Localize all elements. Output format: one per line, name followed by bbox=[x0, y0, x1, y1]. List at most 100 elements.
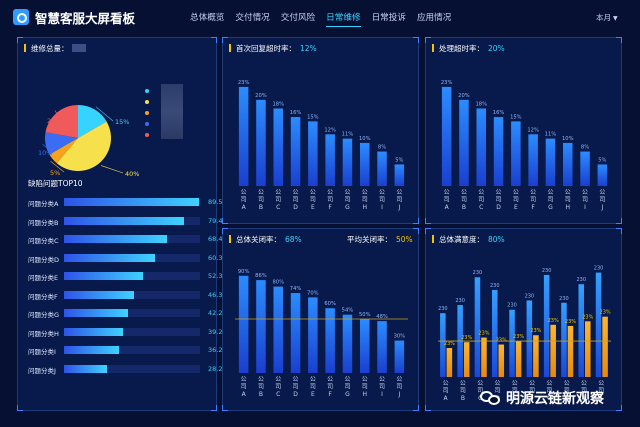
pie-slice bbox=[45, 132, 78, 155]
bar bbox=[377, 151, 387, 186]
bar-series-1 bbox=[509, 309, 515, 377]
bar bbox=[290, 293, 301, 373]
maintenance-title-label: 维修总量： bbox=[31, 44, 69, 53]
x-tick-label: 公司 G bbox=[547, 189, 553, 211]
bar-series-1 bbox=[526, 300, 533, 377]
bar-value-label: 230 bbox=[507, 303, 517, 309]
bar-series-1 bbox=[440, 313, 446, 377]
x-tick-label: 公司 A bbox=[443, 380, 449, 402]
bar-value-label: 8% bbox=[378, 145, 386, 151]
top10-label: 问题分类B bbox=[28, 218, 59, 227]
x-tick-label: 公司 C bbox=[275, 376, 281, 398]
bar bbox=[562, 142, 573, 186]
bar-value-label: 230 bbox=[559, 296, 569, 302]
close-rate-title-label: 总体关闭率： bbox=[236, 235, 281, 244]
top10-row: 问题分类J 28.20% bbox=[28, 364, 233, 375]
bar bbox=[476, 108, 487, 186]
x-tick-label: 公司 I bbox=[582, 189, 588, 211]
top10-label: 问题分类C bbox=[28, 237, 59, 245]
bar-value-label: 74% bbox=[290, 286, 302, 292]
bar-value-label: 230 bbox=[525, 293, 535, 299]
bar-value-label: 30% bbox=[394, 334, 406, 340]
processing-value: 20% bbox=[488, 44, 505, 53]
bar bbox=[493, 117, 504, 186]
nav-tab-delivery-risk[interactable]: 交付风险 bbox=[280, 13, 316, 23]
watermark: 明源云链新观察 bbox=[480, 388, 604, 408]
legend-dot-1 bbox=[145, 89, 149, 93]
top10-bar bbox=[64, 216, 185, 225]
bar-value-label: 23% bbox=[461, 335, 472, 341]
top10-bar bbox=[64, 198, 200, 206]
x-tick-label: 公司 G bbox=[344, 376, 350, 398]
bar-value-label: 16% bbox=[493, 110, 505, 116]
top10-bar bbox=[64, 346, 119, 354]
nav-tab-app-usage[interactable]: 应用情况 bbox=[416, 13, 452, 23]
bar-value-label: 23% bbox=[441, 80, 453, 86]
nav-tab-complaints[interactable]: 日常投诉 bbox=[371, 13, 406, 23]
bar-value-label: 23% bbox=[513, 334, 524, 340]
bar bbox=[238, 86, 249, 186]
top10-track bbox=[64, 364, 200, 373]
top10-bar bbox=[64, 235, 168, 243]
pie-leader-line bbox=[101, 165, 124, 174]
top10-value: 79.48% bbox=[208, 216, 233, 225]
app-title: 智慧客服大屏看板 bbox=[35, 11, 136, 26]
nav-tab-maintenance[interactable]: 日常维修 bbox=[326, 13, 361, 27]
first-reply-title: 首次回复超时率： 12% bbox=[229, 43, 317, 54]
bar-series-1 bbox=[578, 284, 585, 377]
nav-tab-overview[interactable]: 总体概览 bbox=[190, 13, 225, 23]
bar-value-label: 80% bbox=[272, 280, 284, 286]
legend-dot-5 bbox=[145, 133, 149, 137]
x-tick-label: 公司 B bbox=[460, 380, 466, 402]
bar-series-2 bbox=[446, 348, 453, 377]
bar-value-label: 48% bbox=[376, 314, 388, 320]
top10-row: 问题分类E 52.33% bbox=[28, 271, 233, 282]
x-tick-label: 公司 G bbox=[344, 189, 350, 211]
maintenance-title: 维修总量： bbox=[24, 43, 86, 54]
bar-series-2 bbox=[550, 324, 556, 377]
close-rate-panel: 总体关闭率： 68% 平均关闭率： 50% 90% 公司 A 86% 公司 B 80% 公司 C 74… bbox=[222, 228, 419, 411]
top10-value: 52.33% bbox=[208, 272, 233, 280]
top10-label: 问题分类D bbox=[28, 255, 60, 264]
watermark-text: 明源云链新观察 bbox=[506, 391, 604, 407]
bar-series-1 bbox=[561, 302, 567, 377]
bar-series-2 bbox=[585, 321, 591, 377]
x-tick-label: 公司 J bbox=[396, 376, 402, 398]
top10-bar bbox=[64, 253, 156, 262]
pie-slice-label: 5% bbox=[50, 169, 60, 177]
x-tick-label: 公司 H bbox=[565, 189, 571, 211]
top10-row: 问题分类B 79.48% bbox=[28, 216, 233, 227]
top10-label: 问题分类F bbox=[28, 292, 58, 301]
x-tick-label: 公司 A bbox=[444, 189, 450, 211]
x-tick-label: 公司 E bbox=[310, 189, 316, 211]
bar-value-label: 23% bbox=[238, 80, 250, 86]
x-tick-label: 公司 I bbox=[581, 380, 587, 402]
top10-row: 问题分类A 89.58% bbox=[28, 197, 233, 208]
bar-value-label: 11% bbox=[342, 132, 354, 138]
x-tick-label: 公司 C bbox=[275, 189, 281, 211]
bar-value-label: 8% bbox=[581, 145, 589, 151]
close-rate-bar-chart: 90% 公司 A 86% 公司 B 80% 公司 C 74% 公司 D 70% 公司 E 60% 公司 F 54% 公… bbox=[235, 269, 408, 398]
x-tick-label: 公司 B bbox=[258, 189, 264, 211]
satisfaction-title-label: 总体满意度： bbox=[439, 235, 484, 244]
bar-value-label: 11% bbox=[545, 132, 557, 138]
bar bbox=[308, 121, 318, 186]
top10-track bbox=[64, 309, 200, 317]
top10-value: 39.26% bbox=[208, 327, 233, 336]
month-selector[interactable]: 本月 ▼ bbox=[596, 12, 618, 23]
satisfaction-title: 总体满意度： 80% bbox=[432, 234, 505, 245]
top10-value: 68.42% bbox=[208, 235, 233, 243]
bar bbox=[290, 117, 301, 186]
bar-value-label: 230 bbox=[438, 306, 448, 312]
bar bbox=[459, 99, 469, 186]
nav-tab-delivery[interactable]: 交付情况 bbox=[235, 13, 270, 23]
top10-bar bbox=[64, 327, 124, 336]
bar bbox=[377, 321, 387, 373]
month-label: 本月 bbox=[596, 13, 611, 22]
pie-slice bbox=[49, 138, 78, 164]
top10-label: 问题分类A bbox=[28, 200, 59, 208]
top10-value: 36.24% bbox=[208, 346, 233, 354]
bar-value-label: 90% bbox=[238, 269, 250, 275]
x-tick-label: 公司 B bbox=[461, 189, 467, 211]
